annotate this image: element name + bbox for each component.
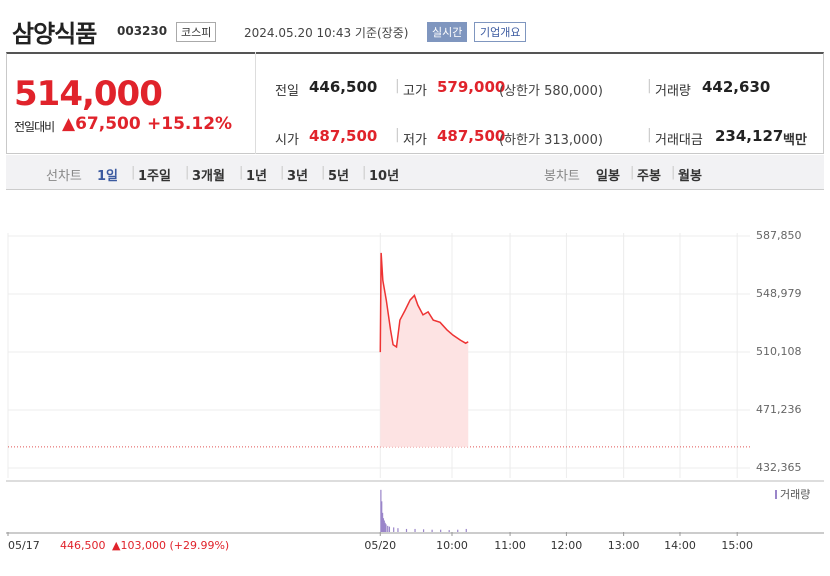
y-tick-label: 587,850 bbox=[756, 229, 802, 242]
separator: | bbox=[395, 127, 400, 143]
x-tick-label: 12:00 bbox=[551, 539, 583, 552]
quote-box bbox=[6, 52, 824, 154]
tab[interactable]: 1년 bbox=[246, 169, 268, 184]
y-tick-label: 432,365 bbox=[756, 461, 802, 474]
stat-unit: 백만 bbox=[783, 133, 807, 148]
volume-bar bbox=[465, 528, 467, 532]
volume-bar bbox=[382, 518, 385, 532]
volume-bar bbox=[440, 529, 442, 532]
stat-label: 고가 bbox=[403, 84, 427, 99]
stat-label: 저가 bbox=[403, 133, 427, 148]
separator: | bbox=[321, 165, 326, 180]
tab[interactable]: 1일 bbox=[97, 169, 119, 184]
volume-bar bbox=[385, 524, 387, 532]
x-tick-label: 05/17 bbox=[8, 539, 40, 552]
stat-value: 442,630 bbox=[702, 78, 771, 96]
tab[interactable]: 주봉 bbox=[637, 169, 661, 184]
x-tick-label: 14:00 bbox=[664, 539, 696, 552]
volume-bar bbox=[405, 528, 408, 532]
tab[interactable]: 3개월 bbox=[192, 169, 225, 184]
x-tick-label: 10:00 bbox=[436, 539, 468, 552]
change-pct: +15.12% bbox=[147, 114, 233, 134]
tab-group-label: 선차트 bbox=[46, 169, 82, 184]
separator: | bbox=[239, 165, 244, 180]
tab[interactable]: 일봉 bbox=[596, 169, 620, 184]
volume-bar bbox=[431, 529, 433, 532]
prev-change-label: ▲103,000 (+29.99%) bbox=[112, 539, 229, 552]
legend-label: 거래량 bbox=[780, 488, 810, 501]
stat-label: 거래량 bbox=[655, 84, 691, 99]
tab[interactable]: 월봉 bbox=[678, 169, 702, 184]
volume-bar bbox=[414, 528, 416, 532]
y-tick-label: 510,108 bbox=[756, 345, 802, 358]
stat-label: 거래대금 bbox=[655, 133, 703, 148]
change-label: 전일대비 bbox=[14, 120, 55, 134]
volume-bar bbox=[397, 528, 399, 532]
separator: | bbox=[362, 165, 367, 180]
prev-close-label: 446,500 bbox=[60, 539, 106, 552]
timestamp: 2024.05.20 10:43 기준(장중) bbox=[244, 26, 409, 40]
volume-bar bbox=[457, 529, 459, 532]
stat-value: 446,500 bbox=[309, 78, 378, 96]
quote-left bbox=[6, 52, 256, 154]
stat-value: 487,500 bbox=[309, 127, 378, 145]
volume-bar bbox=[387, 525, 389, 532]
stat-value: 579,000 bbox=[437, 78, 506, 96]
volume-bar bbox=[388, 526, 391, 532]
volume-bar bbox=[393, 527, 395, 532]
separator: | bbox=[131, 165, 136, 180]
y-tick-label: 548,979 bbox=[756, 287, 802, 300]
tab-group-label: 봉차트 bbox=[544, 169, 580, 184]
realtime-badge[interactable]: 실시간 bbox=[427, 22, 468, 42]
price-line bbox=[379, 252, 469, 353]
separator: | bbox=[185, 165, 190, 180]
market-badge: 코스피 bbox=[176, 22, 217, 42]
stock-code: 003230 bbox=[117, 24, 168, 38]
stat-note: (하한가 313,000) bbox=[499, 133, 603, 148]
volume-bar bbox=[380, 489, 382, 532]
x-tick-label: 05/20 bbox=[364, 539, 396, 552]
tab[interactable]: 10년 bbox=[369, 169, 400, 184]
stat-note: (상한가 580,000) bbox=[499, 84, 603, 99]
volume-bar bbox=[381, 512, 384, 532]
x-tick-label: 11:00 bbox=[494, 539, 526, 552]
separator: | bbox=[647, 78, 652, 94]
legend-swatch bbox=[775, 490, 777, 499]
change: ▲67,500 bbox=[62, 114, 141, 134]
price: 514,000 bbox=[14, 74, 163, 114]
stock-name: 삼양식품 bbox=[12, 20, 97, 48]
separator: | bbox=[671, 165, 676, 180]
overview-dropdown[interactable]: 기업개요 bbox=[474, 22, 527, 42]
stat-label: 시가 bbox=[275, 133, 299, 148]
separator: | bbox=[395, 78, 400, 94]
separator: | bbox=[280, 165, 285, 180]
y-tick-label: 471,236 bbox=[756, 403, 802, 416]
stat-value: 487,500 bbox=[437, 127, 506, 145]
volume-bar bbox=[383, 520, 385, 532]
tab[interactable]: 3년 bbox=[287, 169, 309, 184]
volume-bar bbox=[381, 501, 383, 532]
x-tick-label: 13:00 bbox=[608, 539, 640, 552]
tab[interactable]: 5년 bbox=[328, 169, 350, 184]
stat-label: 전일 bbox=[275, 84, 299, 99]
tab[interactable]: 1주일 bbox=[138, 169, 171, 184]
stat-value: 234,127 bbox=[715, 127, 784, 145]
separator: | bbox=[630, 165, 635, 180]
volume-bar bbox=[448, 530, 450, 532]
separator: | bbox=[647, 127, 652, 143]
volume-bar bbox=[384, 522, 386, 532]
price-area bbox=[380, 252, 469, 447]
tab-bar bbox=[6, 155, 824, 190]
x-tick-label: 15:00 bbox=[721, 539, 753, 552]
volume-bar bbox=[422, 529, 425, 532]
